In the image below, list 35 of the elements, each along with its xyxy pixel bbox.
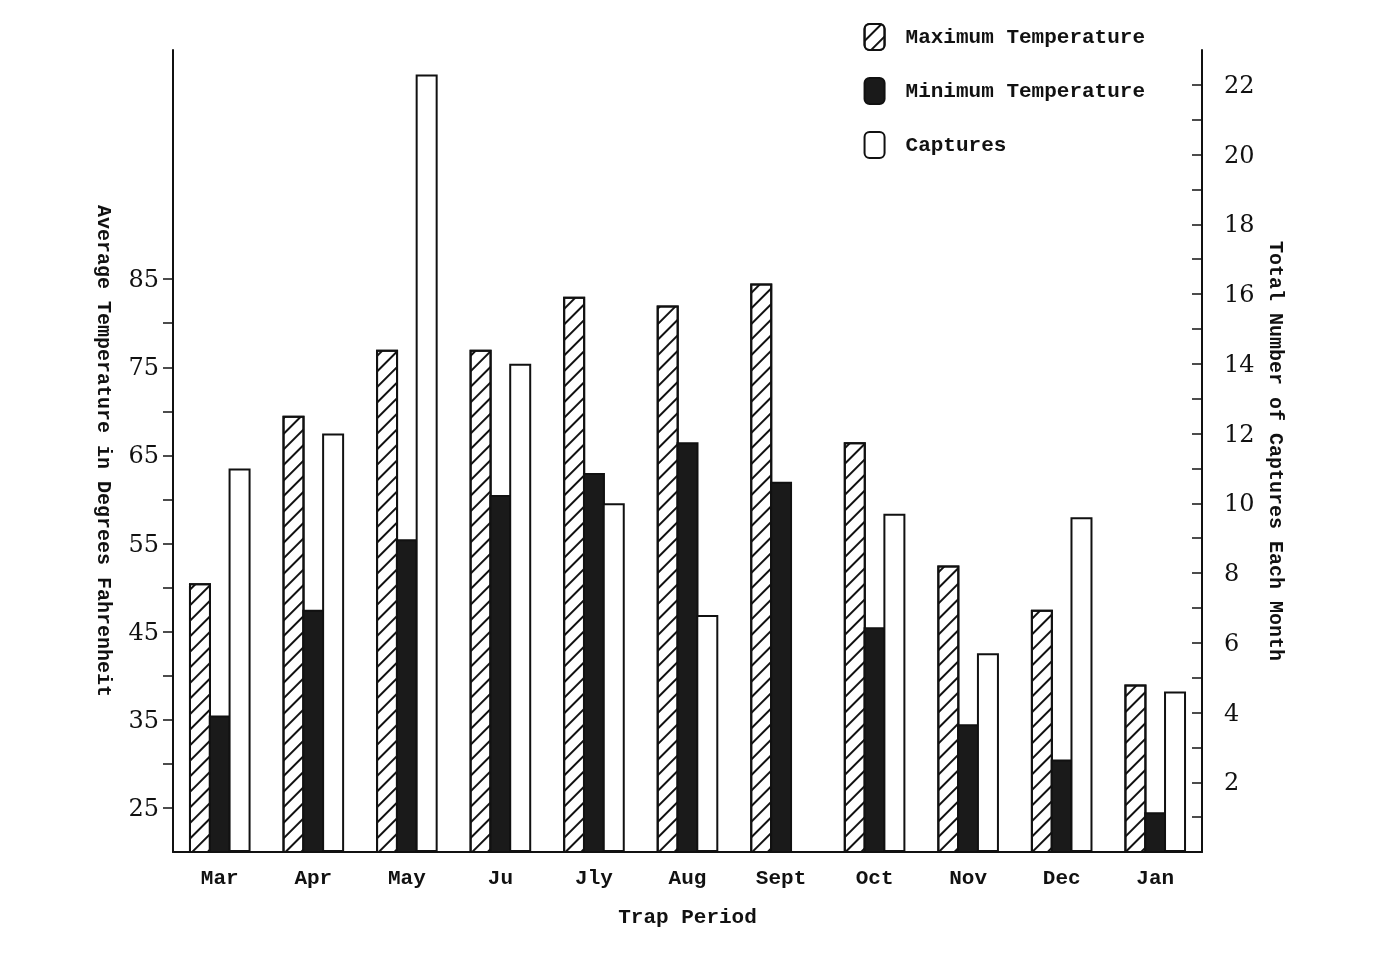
y-tick-label: 35 — [128, 705, 159, 734]
x-tick-label: Jly — [575, 867, 614, 890]
y2-tick-label: 6 — [1224, 628, 1240, 657]
y2-tick-label: 14 — [1224, 349, 1255, 378]
legend-label: Minimum Temperature — [905, 79, 1146, 103]
y2-tick-label: 18 — [1224, 210, 1255, 239]
legend-label: Maximum Temperature — [905, 25, 1146, 49]
x-tick-label: Sept — [755, 867, 807, 890]
y-tick-label: 55 — [128, 529, 159, 558]
y2-tick-label: 2 — [1224, 768, 1240, 797]
y-tick-label: 25 — [128, 793, 159, 822]
y2-tick-label: 16 — [1224, 280, 1255, 309]
y-tick-label: 85 — [128, 265, 159, 294]
x-tick-label: Mar — [200, 867, 239, 890]
y2-tick-label: 22 — [1224, 70, 1255, 99]
x-tick-label: Jan — [1136, 867, 1175, 890]
y-axis-title: Average Temperature in Degrees Fahrenheit — [91, 204, 115, 698]
y-tick-label: 75 — [128, 353, 159, 382]
x-tick-label: Aug — [668, 867, 707, 890]
y-tick-label: 45 — [128, 617, 159, 646]
y2-tick-label: 8 — [1224, 559, 1240, 588]
y-tick-label: 65 — [128, 441, 159, 470]
y2-tick-label: 20 — [1224, 140, 1255, 169]
x-tick-label: Oct — [855, 867, 894, 890]
x-tick-label: Ju — [487, 867, 514, 890]
y2-tick-label: 4 — [1224, 698, 1240, 727]
legend-label: Captures — [905, 133, 1007, 157]
x-tick-label: Dec — [1042, 867, 1081, 890]
y2-axis-title: Total Number of Captures Each Month — [1263, 240, 1287, 662]
x-tick-label: Nov — [949, 867, 988, 890]
y2-tick-label: 12 — [1224, 419, 1255, 448]
x-tick-label: Apr — [294, 867, 333, 890]
x-axis-title: Trap Period — [618, 906, 757, 929]
y2-tick-label: 10 — [1224, 489, 1255, 518]
x-tick-label: May — [387, 867, 427, 890]
